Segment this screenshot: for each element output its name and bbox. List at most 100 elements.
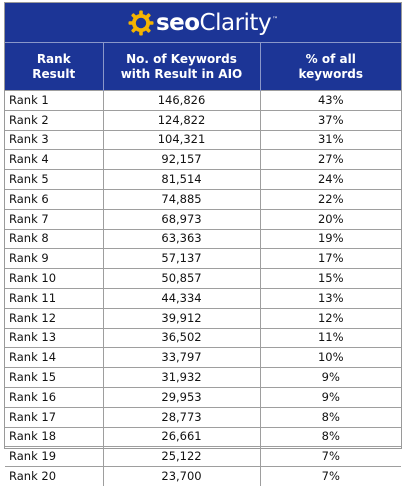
table-row: Rank 10 50,857 15%	[5, 268, 401, 289]
keyword-count-cell: 104,321	[102, 129, 261, 151]
header-line: with Result in AIO	[120, 66, 243, 81]
table-header: Rank Result No. of Keywords with Result in …	[5, 42, 401, 91]
gear-icon	[128, 10, 154, 35]
keyword-count-cell: 50,857	[102, 268, 261, 289]
header-line: % of all	[305, 51, 356, 66]
seoclarity-logo: seo Clarity ™	[128, 10, 278, 36]
rank-cell: Rank 3	[5, 129, 104, 151]
header-row: Rank Result No. of Keywords with Result in …	[5, 42, 401, 91]
table-row: Rank 12 39,912 12%	[5, 307, 401, 329]
percent-cell: 7%	[259, 446, 401, 468]
logo-text-seo: seo	[155, 9, 200, 36]
keyword-count-cell: 81,514	[102, 169, 261, 190]
percent-cell: 9%	[259, 386, 401, 408]
aio-rank-table: Rank Result No. of Keywords with Result in …	[5, 42, 401, 486]
trademark-symbol: ™	[272, 15, 279, 23]
table-row: Rank 13 36,502 11%	[5, 327, 401, 349]
header-line: No. of Keywords	[126, 51, 237, 66]
percent-cell: 27%	[259, 149, 401, 171]
rank-cell: Rank 12	[5, 307, 104, 329]
keyword-count-cell: 25,122	[102, 446, 261, 468]
table-row: Rank 11 44,334 13%	[5, 287, 401, 309]
keyword-count-cell: 92,157	[102, 149, 261, 171]
logo-text-clarity: Clarity	[199, 9, 272, 36]
keyword-count-cell: 63,363	[102, 228, 261, 250]
percent-cell: 8%	[259, 406, 401, 428]
keyword-count-cell: 36,502	[102, 327, 261, 349]
percent-cell: 19%	[259, 228, 401, 250]
percent-cell: 11%	[259, 327, 401, 349]
keyword-count-cell: 28,773	[102, 406, 261, 428]
rank-cell: Rank 17	[5, 406, 104, 428]
rank-cell: Rank 4	[5, 149, 104, 171]
keyword-count-cell: 29,953	[102, 386, 261, 408]
table-row: Rank 1 146,826 43%	[5, 90, 401, 111]
table-row: Rank 14 33,797 10%	[5, 347, 401, 369]
percent-cell: 7%	[259, 466, 401, 486]
table-row: Rank 8 63,363 19%	[5, 228, 401, 250]
keyword-count-cell: 74,885	[102, 188, 261, 210]
percent-cell: 12%	[259, 307, 401, 329]
rank-cell: Rank 1	[5, 90, 104, 111]
rank-cell: Rank 14	[5, 347, 104, 369]
table-row: Rank 4 92,157 27%	[5, 149, 401, 171]
keyword-count-cell: 23,700	[102, 466, 261, 486]
rank-cell: Rank 5	[5, 169, 104, 190]
keyword-count-cell: 33,797	[102, 347, 261, 369]
table-row: Rank 3 104,321 31%	[5, 129, 401, 151]
logo-header: seo Clarity ™	[5, 3, 401, 42]
table-row: Rank 7 68,973 20%	[5, 208, 401, 230]
percent-cell: 24%	[259, 169, 401, 190]
rank-cell: Rank 15	[5, 367, 104, 388]
table-row: Rank 17 28,773 8%	[5, 406, 401, 428]
header-line: keywords	[298, 66, 364, 81]
percent-cell: 8%	[259, 426, 401, 448]
rank-table-card: seo Clarity ™ Rank Result No. of Keywords wit…	[4, 2, 402, 486]
percent-cell: 31%	[259, 129, 401, 151]
keyword-count-cell: 124,822	[102, 109, 261, 131]
table-row: Rank 16 29,953 9%	[5, 386, 401, 408]
table-row: Rank 9 57,137 17%	[5, 248, 401, 270]
table-row: Rank 20 23,700 7%	[5, 466, 401, 486]
percent-cell: 43%	[259, 90, 401, 111]
rank-cell: Rank 2	[5, 109, 104, 131]
table-row: Rank 19 25,122 7%	[5, 446, 401, 468]
rank-cell: Rank 20	[5, 466, 104, 486]
rank-cell: Rank 7	[5, 208, 104, 230]
header-keyword-count: No. of Keywords with Result in AIO	[102, 42, 260, 91]
keyword-count-cell: 146,826	[102, 90, 261, 111]
percent-cell: 9%	[259, 367, 401, 388]
rank-cell: Rank 16	[5, 386, 104, 408]
rank-cell: Rank 9	[5, 248, 104, 270]
header-percent: % of all keywords	[259, 42, 401, 91]
keyword-count-cell: 57,137	[102, 248, 261, 270]
rank-cell: Rank 19	[5, 446, 104, 468]
table-body: Rank 1 146,826 43% Rank 2 124,822 37% Rank 3 10…	[5, 90, 401, 486]
rank-cell: Rank 10	[5, 268, 104, 289]
header-line: Result	[32, 66, 76, 81]
percent-cell: 13%	[259, 287, 401, 309]
percent-cell: 15%	[259, 268, 401, 289]
table-row: Rank 15 31,932 9%	[5, 367, 401, 388]
header-rank-result: Rank Result	[5, 42, 103, 91]
percent-cell: 17%	[259, 248, 401, 270]
table-row: Rank 18 26,661 8%	[5, 426, 401, 448]
header-line: Rank	[36, 51, 71, 66]
table-row: Rank 6 74,885 22%	[5, 188, 401, 210]
rank-cell: Rank 6	[5, 188, 104, 210]
rank-cell: Rank 8	[5, 228, 104, 250]
percent-cell: 20%	[259, 208, 401, 230]
keyword-count-cell: 68,973	[102, 208, 261, 230]
keyword-count-cell: 26,661	[102, 426, 261, 448]
percent-cell: 22%	[259, 188, 401, 210]
table-row: Rank 5 81,514 24%	[5, 169, 401, 190]
rank-cell: Rank 13	[5, 327, 104, 349]
keyword-count-cell: 39,912	[102, 307, 261, 329]
table-row: Rank 2 124,822 37%	[5, 109, 401, 131]
keyword-count-cell: 44,334	[102, 287, 261, 309]
rank-cell: Rank 11	[5, 287, 104, 309]
percent-cell: 10%	[259, 347, 401, 369]
rank-cell: Rank 18	[5, 426, 104, 448]
percent-cell: 37%	[259, 109, 401, 131]
keyword-count-cell: 31,932	[102, 367, 261, 388]
